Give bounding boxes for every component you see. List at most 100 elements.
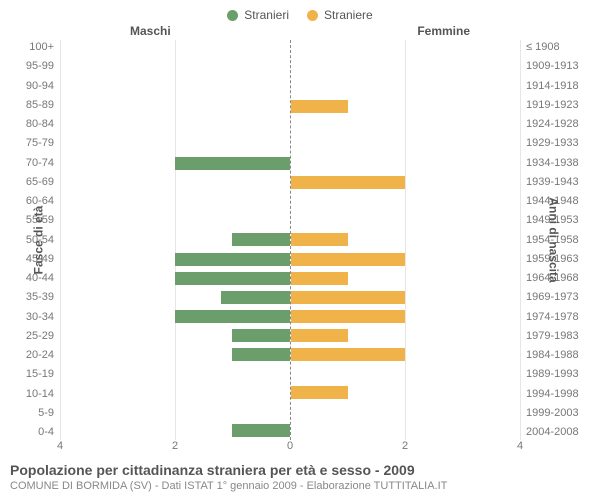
bar-row xyxy=(60,213,290,228)
birth-year-tick: 1909-1913 xyxy=(526,61,579,72)
birth-year-tick: 1934-1938 xyxy=(526,158,579,169)
age-group-tick: 10-14 xyxy=(26,389,54,400)
bar-row xyxy=(291,232,521,247)
male-bar xyxy=(175,272,290,285)
x-tick: 4 xyxy=(517,440,523,452)
x-tick: 2 xyxy=(172,440,178,452)
birth-year-tick: 1914-1918 xyxy=(526,81,579,92)
bar-row xyxy=(60,99,290,114)
bar-row xyxy=(291,309,521,324)
female-bar xyxy=(291,253,406,266)
y-axis-right-label: Anni di nascita xyxy=(546,197,560,282)
bar-row xyxy=(60,137,290,152)
bar-row xyxy=(291,118,521,133)
male-bar xyxy=(175,157,290,170)
female-bar xyxy=(291,291,406,304)
birth-year-tick: 1919-1923 xyxy=(526,100,579,111)
bar-row xyxy=(60,42,290,57)
age-group-tick: 90-94 xyxy=(26,81,54,92)
male-bar xyxy=(232,329,289,342)
column-titles: Maschi Femmine xyxy=(0,24,600,40)
bar-row xyxy=(60,271,290,286)
legend-label-male: Stranieri xyxy=(244,8,289,22)
bar-row xyxy=(60,252,290,267)
y-axis-left-label: Fasce di età xyxy=(31,206,45,275)
bar-row xyxy=(291,271,521,286)
female-bar xyxy=(291,386,348,399)
female-bar xyxy=(291,348,406,361)
x-tick: 0 xyxy=(287,440,293,452)
bar-row xyxy=(60,118,290,133)
bar-row xyxy=(291,42,521,57)
legend-swatch-female xyxy=(307,10,318,21)
bar-row xyxy=(60,404,290,419)
male-bar xyxy=(175,253,290,266)
male-bar xyxy=(175,310,290,323)
bar-row xyxy=(60,290,290,305)
age-group-tick: 95-99 xyxy=(26,61,54,72)
bar-row xyxy=(60,194,290,209)
legend-swatch-male xyxy=(227,10,238,21)
age-group-tick: 40-44 xyxy=(26,273,54,284)
birth-year-tick: 1994-1998 xyxy=(526,389,579,400)
footer-title: Popolazione per cittadinanza straniera p… xyxy=(10,462,590,478)
x-tick: 2 xyxy=(402,440,408,452)
birth-year-tick: 1974-1978 xyxy=(526,312,579,323)
bar-row xyxy=(291,404,521,419)
female-bars xyxy=(291,40,521,440)
age-group-tick: 70-74 xyxy=(26,158,54,169)
bar-row xyxy=(291,175,521,190)
male-bar xyxy=(232,233,289,246)
bar-row xyxy=(291,61,521,76)
male-bar xyxy=(232,348,289,361)
bar-row xyxy=(60,366,290,381)
birth-year-tick: 1939-1943 xyxy=(526,177,579,188)
female-bar xyxy=(291,176,406,189)
bar-row xyxy=(60,175,290,190)
bar-row xyxy=(60,423,290,438)
bar-row xyxy=(60,232,290,247)
title-male: Maschi xyxy=(130,24,171,38)
age-group-tick: 80-84 xyxy=(26,119,54,130)
age-group-tick: 65-69 xyxy=(26,177,54,188)
chart-footer: Popolazione per cittadinanza straniera p… xyxy=(0,456,600,492)
bar-row xyxy=(60,309,290,324)
bar-row xyxy=(291,385,521,400)
female-bar xyxy=(291,310,406,323)
bar-row xyxy=(291,213,521,228)
bar-row xyxy=(291,328,521,343)
legend-item-female: Straniere xyxy=(307,6,373,24)
x-tick: 4 xyxy=(57,440,63,452)
bar-row xyxy=(291,252,521,267)
female-bar xyxy=(291,329,348,342)
plot-area: Fasce di età Anni di nascita 100+ 95-99 90… xyxy=(0,40,600,440)
bar-row xyxy=(60,328,290,343)
population-pyramid-chart: Stranieri Straniere Maschi Femmine Fasce… xyxy=(0,0,600,500)
male-bar xyxy=(232,424,289,437)
birth-year-tick: ≤ 1908 xyxy=(526,42,560,53)
birth-year-tick: 1989-1993 xyxy=(526,369,579,380)
bar-row xyxy=(291,156,521,171)
age-group-tick: 100+ xyxy=(29,42,54,53)
legend-label-female: Straniere xyxy=(324,8,373,22)
female-bar xyxy=(291,100,348,113)
birth-year-tick: 1999-2003 xyxy=(526,408,579,419)
bar-row xyxy=(291,366,521,381)
age-group-tick: 35-39 xyxy=(26,292,54,303)
footer-subtitle: COMUNE DI BORMIDA (SV) - Dati ISTAT 1° g… xyxy=(10,480,590,492)
bar-row xyxy=(291,137,521,152)
bar-row xyxy=(60,61,290,76)
male-bar xyxy=(221,291,290,304)
bar-row xyxy=(60,347,290,362)
bar-row xyxy=(291,99,521,114)
bar-row xyxy=(291,347,521,362)
female-bar xyxy=(291,272,348,285)
bar-row xyxy=(291,290,521,305)
bar-row xyxy=(60,385,290,400)
birth-year-tick: 2004-2008 xyxy=(526,427,579,438)
age-group-tick: 75-79 xyxy=(26,138,54,149)
birth-year-tick: 1929-1933 xyxy=(526,138,579,149)
age-group-tick: 0-4 xyxy=(38,427,54,438)
age-group-tick: 20-24 xyxy=(26,350,54,361)
birth-year-tick: 1924-1928 xyxy=(526,119,579,130)
